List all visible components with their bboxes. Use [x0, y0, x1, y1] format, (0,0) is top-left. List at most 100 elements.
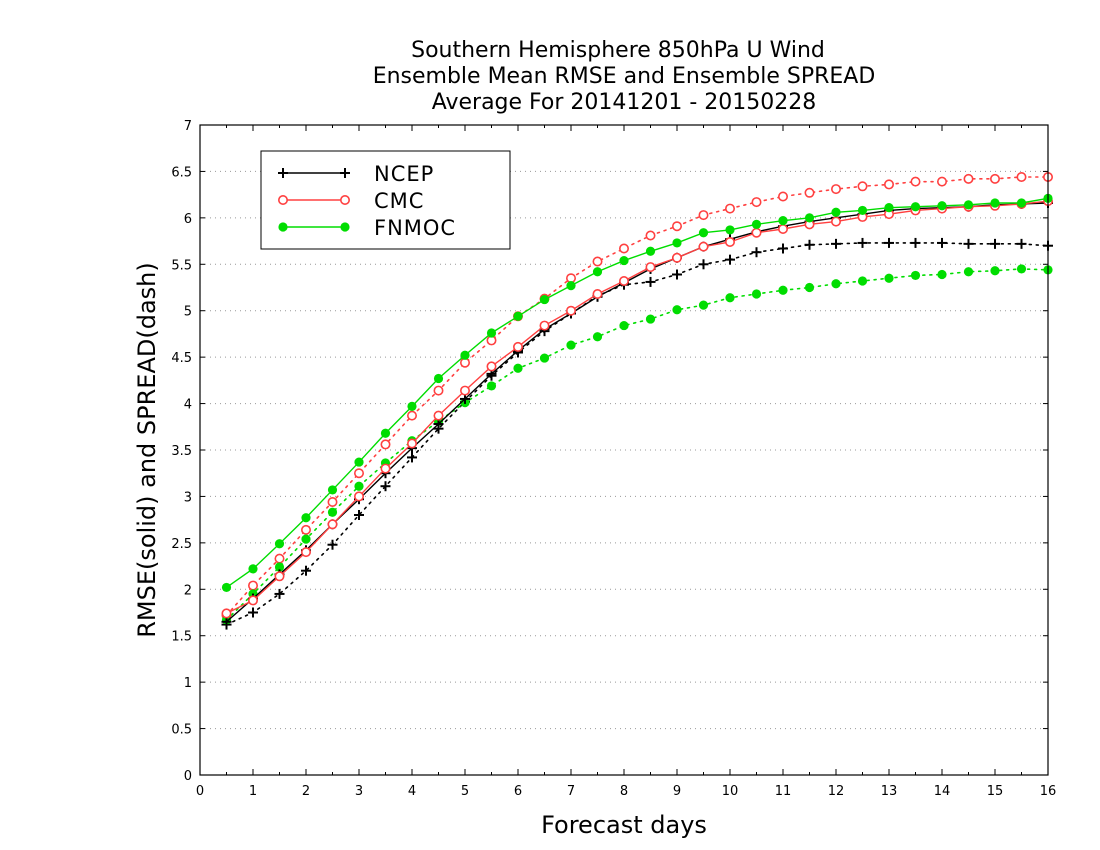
marker-open-circle: [459, 385, 470, 396]
marker-open-circle: [645, 230, 656, 241]
marker-plus: [645, 276, 656, 287]
x-tick-label: 4: [408, 784, 416, 799]
marker-open-circle: [698, 241, 709, 252]
marker-filled-circle: [619, 320, 629, 331]
marker-open-circle: [618, 275, 629, 286]
marker-plus: [672, 269, 682, 280]
marker-open-circle: [353, 491, 364, 502]
marker-open-circle: [512, 341, 523, 352]
marker-open-circle: [380, 463, 391, 474]
marker-open-circle: [830, 216, 841, 227]
marker-plus: [937, 237, 947, 248]
x-tick-label: 16: [1040, 784, 1057, 799]
marker-plus: [910, 237, 921, 248]
x-tick-label: 3: [355, 784, 363, 799]
marker-open-circle: [777, 191, 788, 202]
marker-plus: [380, 481, 391, 492]
y-tick-label: 2.5: [171, 537, 192, 552]
marker-open-circle: [339, 195, 350, 206]
marker-filled-circle: [513, 363, 523, 373]
marker-plus: [778, 243, 788, 254]
marker-plus: [340, 168, 350, 178]
marker-open-circle: [645, 262, 656, 273]
chart-title-line-3: Average For 20141201 - 20150228: [432, 90, 817, 115]
x-tick-label: 14: [934, 784, 951, 799]
marker-filled-circle: [354, 457, 364, 467]
marker-plus: [301, 565, 311, 576]
marker-filled-circle: [460, 350, 470, 360]
marker-open-circle: [1016, 172, 1027, 183]
marker-open-circle: [751, 227, 762, 238]
marker-plus: [725, 254, 735, 265]
marker-open-circle: [248, 595, 259, 606]
marker-filled-circle: [486, 381, 497, 391]
marker-open-circle: [592, 288, 603, 299]
x-tick-label: 15: [987, 784, 1004, 799]
marker-filled-circle: [963, 267, 974, 277]
marker-open-circle: [830, 184, 841, 195]
marker-filled-circle: [539, 353, 550, 363]
marker-filled-circle: [884, 203, 894, 213]
series-line-ncep-rmse: [226, 202, 1049, 623]
marker-filled-circle: [221, 582, 232, 593]
x-tick-label: 11: [775, 784, 792, 799]
y-tick-label: 6: [184, 212, 192, 227]
marker-open-circle: [565, 305, 576, 316]
marker-filled-circle: [751, 289, 762, 299]
marker-open-circle: [248, 580, 259, 591]
marker-filled-circle: [340, 222, 350, 232]
series-ncep-spread: [221, 237, 1053, 630]
marker-plus: [278, 168, 288, 178]
series-line-fnmoc-spread: [225, 268, 1049, 621]
marker-filled-circle: [910, 270, 921, 281]
marker-filled-circle: [354, 481, 364, 491]
marker-open-circle: [698, 210, 709, 221]
x-tick-label: 0: [196, 784, 204, 799]
x-tick-label: 7: [567, 784, 575, 799]
chart-title-line-1: Southern Hemisphere 850hPa U Wind: [411, 38, 825, 63]
marker-filled-circle: [778, 216, 788, 226]
marker-open-circle: [883, 179, 894, 190]
marker-open-circle: [327, 496, 338, 507]
axis-ticks: 00.511.522.533.544.555.566.570 1 2 3 4 5 6 7 8 9 1…: [171, 119, 1056, 799]
marker-open-circle: [618, 243, 629, 254]
x-tick-label: 8: [620, 784, 628, 799]
marker-open-circle: [380, 439, 391, 450]
x-tick-label: 12: [828, 784, 845, 799]
x-tick-label: 10: [722, 784, 739, 799]
marker-filled-circle: [248, 564, 258, 574]
marker-filled-circle: [751, 219, 762, 229]
marker-plus: [990, 238, 1000, 249]
marker-plus: [857, 237, 868, 248]
marker-filled-circle: [1016, 198, 1027, 208]
marker-filled-circle: [407, 401, 417, 411]
marker-filled-circle: [831, 279, 841, 289]
marker-open-circle: [406, 438, 417, 449]
marker-open-circle: [671, 252, 682, 263]
series-ncep-rmse: [221, 198, 1053, 627]
x-tick-label: 5: [461, 784, 469, 799]
marker-plus: [751, 247, 762, 258]
series-line-fnmoc-rmse: [226, 197, 1049, 589]
series-line-ncep-spread: [225, 242, 1049, 626]
y-tick-label: 5.5: [171, 258, 192, 273]
marker-filled-circle: [804, 213, 815, 223]
marker-filled-circle: [645, 246, 656, 256]
marker-filled-circle: [804, 282, 815, 293]
marker-filled-circle: [486, 328, 497, 338]
y-tick-label: 4.5: [171, 351, 192, 366]
marker-filled-circle: [937, 201, 947, 211]
marker-filled-circle: [274, 539, 285, 549]
marker-open-circle: [857, 181, 868, 192]
marker-open-circle: [910, 176, 921, 187]
marker-open-circle: [777, 224, 788, 235]
marker-open-circle: [277, 195, 288, 206]
x-axis-label: Forecast days: [541, 811, 707, 839]
series-fnmoc-rmse: [221, 193, 1053, 593]
chart-title: Southern Hemisphere 850hPa U Wind Ensemb…: [373, 38, 876, 115]
marker-filled-circle: [725, 293, 735, 303]
marker-filled-circle: [990, 198, 1000, 208]
y-tick-label: 3: [184, 490, 192, 505]
marker-open-circle: [936, 176, 947, 187]
